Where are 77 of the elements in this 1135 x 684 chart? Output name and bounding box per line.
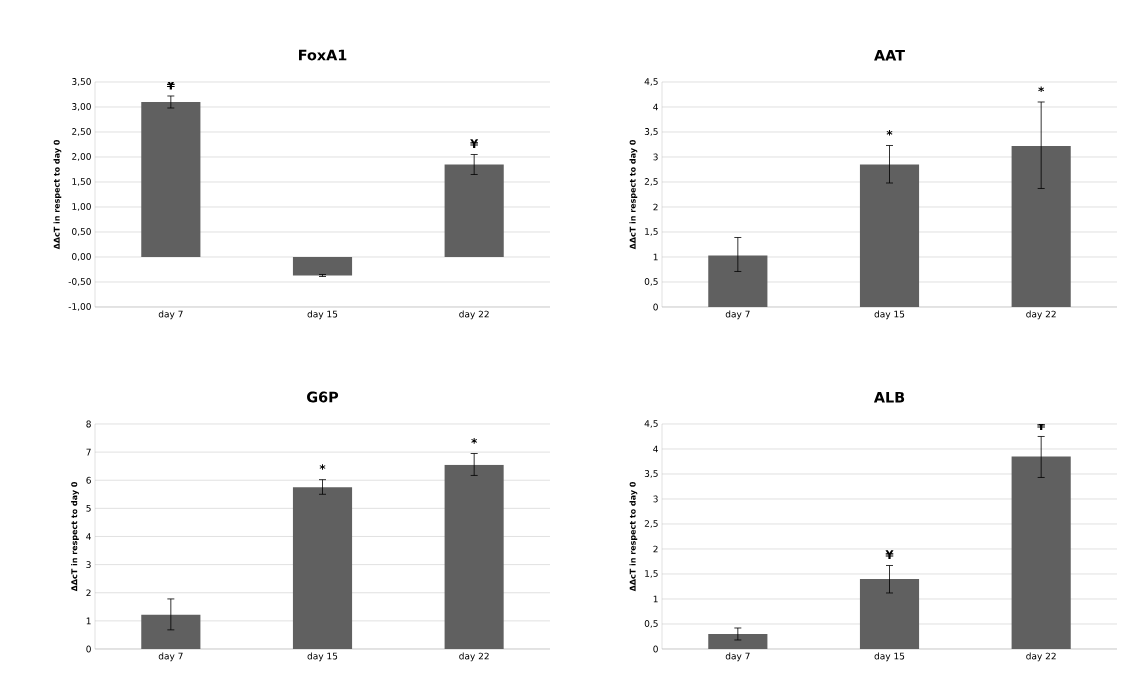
y-tick-label: 3,5 xyxy=(644,470,658,478)
annotation: * xyxy=(471,438,478,444)
y-tick-label: 4 xyxy=(653,103,658,111)
y-tick-label: 1,5 xyxy=(645,570,658,578)
bar xyxy=(708,255,768,307)
y-tick-label: 0,5 xyxy=(644,278,658,286)
bar xyxy=(859,164,920,307)
annotation: ¥ xyxy=(885,550,894,559)
y-axis-title: ΔΔcT in respect to day 0 xyxy=(629,481,638,592)
y-tick-label: 4,5 xyxy=(644,420,658,428)
x-tick-label: day 22 xyxy=(459,310,489,320)
y-tick-label: 7 xyxy=(86,448,91,456)
y-tick-label: 0 xyxy=(86,645,91,653)
x-tick-label: day 7 xyxy=(725,310,750,320)
y-tick-label: 2 xyxy=(653,545,658,553)
y-tick-label: 1,5 xyxy=(645,228,658,236)
chart-title: FoxA1 xyxy=(299,49,347,61)
y-tick-label: 2,5 xyxy=(644,520,658,528)
y-axis-title: ΔΔcT in respect to day 0 xyxy=(53,139,62,250)
bar xyxy=(708,633,768,649)
annotation: ¥ xyxy=(470,139,479,148)
y-tick-label: 3,00 xyxy=(72,103,91,111)
y-tick-label: 0 xyxy=(653,645,658,653)
y-tick-label: 2,5 xyxy=(644,178,658,186)
y-tick-label: 0,00 xyxy=(72,253,91,261)
y-axis-title: ΔΔcT in respect to day 0 xyxy=(629,139,638,250)
y-tick-label: 2,50 xyxy=(72,128,91,136)
bar xyxy=(292,487,353,649)
y-tick-label: 1,00 xyxy=(72,203,91,211)
y-tick-label: 4 xyxy=(653,445,658,453)
y-tick-label: 1 xyxy=(653,253,658,261)
y-tick-label: 6 xyxy=(86,476,91,484)
y-tick-label: 0 xyxy=(653,303,658,311)
bar xyxy=(1011,145,1071,307)
annotation: * xyxy=(1038,86,1045,93)
x-tick-label: day 15 xyxy=(874,652,905,662)
y-tick-label: -0,50 xyxy=(68,278,91,286)
bar xyxy=(141,101,201,257)
bar xyxy=(141,614,201,649)
chart-title: AAT xyxy=(874,49,905,61)
x-tick-label: day 22 xyxy=(1026,310,1056,320)
y-tick-label: 0,5 xyxy=(644,620,658,628)
bar xyxy=(859,578,920,649)
y-tick-label: 1,50 xyxy=(72,178,91,186)
bar xyxy=(444,164,504,257)
x-tick-label: day 15 xyxy=(307,310,338,320)
y-tick-label: -1,00 xyxy=(68,303,91,311)
x-tick-label: day 7 xyxy=(158,652,183,662)
y-tick-label: 4,5 xyxy=(644,78,658,86)
y-tick-label: 3 xyxy=(653,495,658,503)
x-tick-label: day 7 xyxy=(158,310,183,320)
y-tick-label: 3 xyxy=(653,153,658,161)
y-tick-label: 4 xyxy=(86,533,91,540)
y-tick-label: 1 xyxy=(86,617,91,625)
y-tick-label: 3,50 xyxy=(72,78,91,86)
y-tick-label: 2 xyxy=(86,589,91,597)
y-tick-label: 5 xyxy=(86,505,91,512)
y-tick-label: 2 xyxy=(653,203,658,211)
y-tick-label: 2,00 xyxy=(72,153,91,161)
bar xyxy=(1011,456,1071,649)
y-tick-label: 1 xyxy=(653,595,658,603)
x-tick-label: day 7 xyxy=(725,652,750,662)
y-tick-label: 3 xyxy=(86,561,91,569)
x-tick-label: day 15 xyxy=(307,652,338,662)
bar xyxy=(292,256,353,276)
y-axis-title: ΔΔcT in respect to day 0 xyxy=(71,481,79,592)
y-tick-label: 0,50 xyxy=(72,228,91,236)
x-tick-label: day 15 xyxy=(874,310,905,320)
y-tick-label: 8 xyxy=(86,420,91,428)
y-tick-label: 3,5 xyxy=(644,128,658,136)
annotation: * xyxy=(886,130,893,136)
chart-title: G6P xyxy=(307,391,339,403)
x-tick-label: day 22 xyxy=(1026,652,1056,662)
chart-title: ALB xyxy=(873,391,905,403)
annotation: * xyxy=(319,464,326,470)
x-tick-label: day 22 xyxy=(459,652,489,662)
bar xyxy=(444,464,504,649)
